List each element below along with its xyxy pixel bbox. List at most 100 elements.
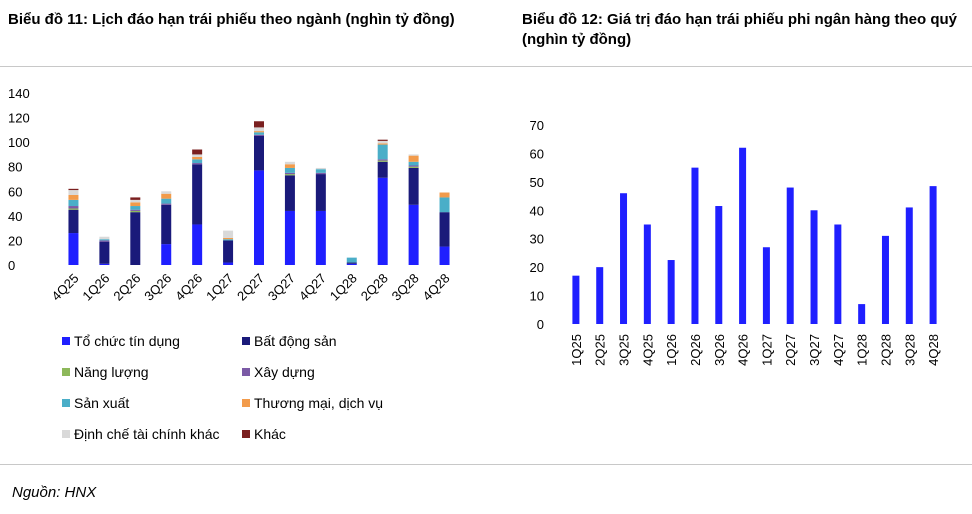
legend-item: Bất động sản <box>242 333 337 349</box>
y-tick-label: 140 <box>8 86 30 101</box>
stacked-bar-segment <box>284 172 295 175</box>
legend-swatch <box>62 368 70 376</box>
stacked-bar-segment <box>68 233 79 265</box>
x-tick-label: 1Q26 <box>664 334 679 366</box>
stacked-bar-segment <box>161 198 172 204</box>
stacked-bar-segment <box>68 188 79 191</box>
stacked-bar-segment <box>408 166 419 168</box>
x-tick-label: 4Q25 <box>48 271 81 304</box>
x-tick-label: 3Q27 <box>265 271 298 304</box>
stacked-bar-segment <box>130 206 141 210</box>
stacked-bar-segment <box>315 174 326 211</box>
stacked-bar-segment <box>408 155 419 162</box>
stacked-bar-segment <box>377 159 388 161</box>
stacked-bar-segment <box>223 230 234 238</box>
legend-item: Năng lượng <box>62 364 149 380</box>
bar <box>691 167 699 324</box>
stacked-bar-segment <box>68 199 79 207</box>
legend-label: Bất động sản <box>254 333 337 349</box>
stacked-bar-segment <box>223 237 234 240</box>
stacked-bar-segment <box>99 263 110 265</box>
stacked-bar-segment <box>408 165 419 167</box>
stacked-bar-segment <box>315 169 326 173</box>
y-tick-label: 20 <box>8 233 22 248</box>
stacked-bar-segment <box>130 197 141 200</box>
stacked-bar-segment <box>254 134 264 136</box>
stacked-bar-segment <box>377 161 388 178</box>
bar <box>858 304 866 324</box>
stacked-bar-segment <box>130 209 141 211</box>
y-tick-label: 0 <box>537 317 544 332</box>
stacked-bar-segment <box>223 240 234 263</box>
sector-maturity-chart: 0204060801001201404Q251Q262Q263Q264Q261Q… <box>8 86 453 304</box>
y-tick-label: 40 <box>530 203 544 218</box>
legend-label: Thương mại, dịch vụ <box>254 395 384 411</box>
stacked-bar-segment <box>130 202 141 207</box>
chart-left-title: Biểu đồ 11: Lịch đáo hạn trái phiếu theo… <box>8 11 455 28</box>
bar <box>572 275 580 324</box>
stacked-bar-segment <box>161 244 172 265</box>
stacked-bar-segment <box>254 132 264 135</box>
x-tick-label: 3Q27 <box>807 334 822 366</box>
stacked-bar-segment <box>192 149 203 155</box>
stacked-bar-segment <box>346 262 357 264</box>
stacked-bar-segment <box>254 127 264 132</box>
stacked-bar-segment <box>130 199 141 203</box>
y-tick-label: 0 <box>8 258 15 273</box>
stacked-bar-segment <box>192 163 203 165</box>
stacked-bar-segment <box>192 159 203 164</box>
stacked-bar-segment <box>68 194 79 200</box>
legend-label: Định chế tài chính khác <box>74 426 220 442</box>
source-note: Nguồn: HNX <box>12 484 97 501</box>
stacked-bar-segment <box>439 246 450 265</box>
x-tick-label: 2Q27 <box>783 334 798 366</box>
bar <box>834 224 842 324</box>
stacked-bar-segment <box>284 174 295 176</box>
x-tick-label: 3Q26 <box>141 271 174 304</box>
stacked-bar-segment <box>377 139 388 141</box>
stacked-bar-segment <box>223 262 234 265</box>
y-tick-label: 40 <box>8 209 22 224</box>
y-tick-label: 50 <box>530 175 544 190</box>
stacked-bar-segment <box>161 191 172 194</box>
stacked-bar-segment <box>161 193 172 199</box>
stacked-bar-segment <box>99 236 110 240</box>
legend-swatch <box>62 337 70 345</box>
stacked-bar-segment <box>315 167 326 170</box>
stacked-bar-segment <box>130 210 141 213</box>
legend-item: Xây dựng <box>242 364 315 380</box>
top-divider <box>0 66 972 67</box>
stacked-bar-segment <box>192 224 203 265</box>
legend-label: Tổ chức tín dụng <box>74 333 180 349</box>
bar <box>929 186 937 324</box>
x-tick-label: 4Q28 <box>926 334 941 366</box>
stacked-bar-segment <box>439 192 450 198</box>
y-tick-label: 120 <box>8 111 30 126</box>
legend-swatch <box>62 430 70 438</box>
legend-label: Sản xuất <box>74 395 130 411</box>
x-tick-label: 1Q27 <box>203 271 236 304</box>
chart-right-title: Biểu đồ 12: Giá trị đáo hạn trái phiếu p… <box>522 11 958 48</box>
bar <box>596 267 604 324</box>
legend-swatch <box>242 368 250 376</box>
legend-item: Khác <box>242 426 286 442</box>
stacked-bar-segment <box>192 156 203 160</box>
legend-swatch <box>62 399 70 407</box>
stacked-bar-segment <box>284 167 295 173</box>
legend-swatch <box>242 337 250 345</box>
bar <box>715 206 723 324</box>
legend-label: Khác <box>254 426 286 442</box>
stacked-bar-segment <box>68 206 79 209</box>
bar <box>786 187 794 324</box>
stacked-bar-segment <box>254 131 264 133</box>
stacked-bar-segment <box>377 160 388 162</box>
stacked-bar-segment <box>254 170 264 265</box>
x-tick-label: 1Q27 <box>759 334 774 366</box>
x-tick-label: 1Q28 <box>327 271 360 304</box>
x-tick-label: 3Q28 <box>389 271 422 304</box>
x-tick-label: 3Q28 <box>902 334 917 366</box>
stacked-bar-segment <box>439 197 450 213</box>
x-tick-label: 4Q26 <box>736 334 751 366</box>
stacked-bar-segment <box>408 167 419 205</box>
stacked-bar-segment <box>99 239 110 241</box>
